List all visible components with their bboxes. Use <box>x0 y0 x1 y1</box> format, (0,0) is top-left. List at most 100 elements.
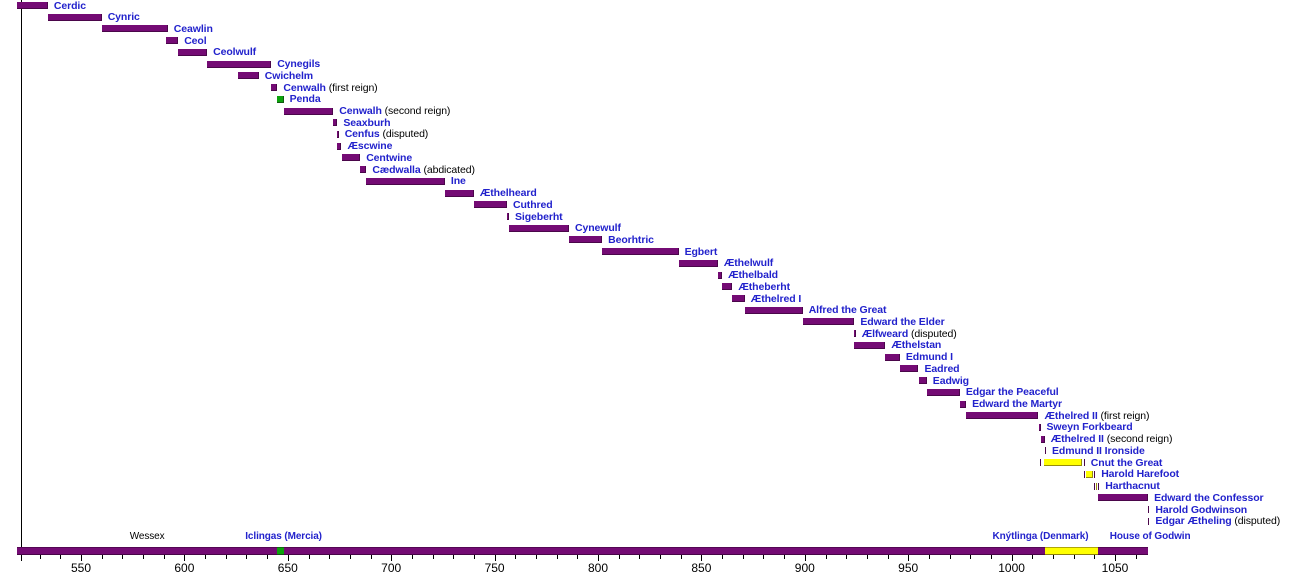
king-label: Æscwine <box>348 140 393 152</box>
king-label: Penda <box>290 93 321 105</box>
king-name[interactable]: Ælfweard <box>861 327 909 340</box>
king-label: Centwine <box>366 152 412 164</box>
king-name[interactable]: Edmund II Ironside <box>1052 444 1145 457</box>
king-name[interactable]: Cnut the Great <box>1090 456 1163 469</box>
king-note: (first reign) <box>328 81 378 94</box>
king-name[interactable]: Cynegils <box>277 58 321 71</box>
king-label: Ine <box>451 175 466 187</box>
x-axis-major-tick <box>494 555 496 561</box>
king-name[interactable]: Cenfus <box>344 128 380 141</box>
x-axis-tick-label: 1050 <box>1101 561 1129 575</box>
king-name[interactable]: Harthacnut <box>1105 480 1160 492</box>
king-label: Cenwalh (first reign) <box>283 82 377 94</box>
king-label: Cerdic <box>54 0 86 12</box>
x-axis-tick-label: 550 <box>70 561 92 575</box>
king-name[interactable]: Ceawlin <box>173 22 213 35</box>
king-name[interactable]: Æthelred II <box>1050 433 1104 446</box>
king-name[interactable]: Ætheberht <box>738 280 790 293</box>
reign-bar-segment <box>802 318 855 326</box>
king-name[interactable]: Æthelred I <box>750 292 802 305</box>
reign-bar-segment <box>1098 482 1100 490</box>
king-name[interactable]: Alfred the Great <box>808 304 887 317</box>
king-name[interactable]: Harold Harefoot <box>1101 468 1180 481</box>
king-name[interactable]: Cædwalla <box>372 163 421 176</box>
king-name[interactable]: Sweyn Forkbeard <box>1046 421 1133 434</box>
king-name[interactable]: Sigeberht <box>515 210 563 223</box>
king-name[interactable]: Cerdic <box>53 0 86 12</box>
king-name[interactable]: Seaxburh <box>343 116 391 129</box>
king-label: Æthelstan <box>891 339 941 351</box>
reign-bar-segment <box>337 130 339 138</box>
reign-bar-segment <box>1044 459 1083 467</box>
king-name[interactable]: Cenwalh <box>339 105 382 117</box>
king-name[interactable]: Ceol <box>184 34 207 47</box>
king-name[interactable]: Eadwig <box>932 374 969 387</box>
king-label: Edgar Ætheling (disputed) <box>1155 515 1280 527</box>
reign-bar-segment <box>1038 423 1041 431</box>
x-axis-minor-tick <box>349 555 351 559</box>
king-note: (second reign) <box>1106 433 1173 446</box>
reign-bar-segment <box>444 189 474 197</box>
reign-bar-segment <box>1095 482 1098 490</box>
king-note: (first reign) <box>1100 409 1150 422</box>
king-name[interactable]: Edgar the Peaceful <box>965 386 1059 399</box>
x-axis-minor-tick <box>990 555 992 559</box>
king-label: Sigeberht <box>515 211 563 223</box>
reign-bar-segment <box>47 13 102 21</box>
king-name[interactable]: Cynewulf <box>575 222 621 235</box>
king-label: Æthelbald <box>728 269 778 281</box>
king-name[interactable]: Edward the Martyr <box>972 398 1062 410</box>
x-axis-minor-tick <box>887 555 889 559</box>
x-axis-minor-tick <box>784 555 786 559</box>
dynasty-label[interactable]: Knýtlinga (Denmark) <box>992 531 1089 542</box>
king-name[interactable]: Edward the Confessor <box>1154 491 1264 504</box>
king-name[interactable]: Edgar Ætheling <box>1155 515 1232 528</box>
x-axis-minor-tick <box>432 555 434 559</box>
king-label: Cwichelm <box>265 70 313 82</box>
king-name[interactable]: Æscwine <box>347 140 393 153</box>
dynasty-label[interactable]: Iclingas (Mercia) <box>245 531 322 542</box>
king-name[interactable]: Beorhtric <box>608 233 654 246</box>
king-name[interactable]: Centwine <box>366 151 413 164</box>
x-axis-minor-tick <box>928 555 930 559</box>
x-axis-minor-tick <box>825 555 827 559</box>
reign-bar-segment <box>101 25 168 33</box>
x-axis-tick-label: 750 <box>484 561 505 575</box>
reign-bar-segment <box>744 306 803 314</box>
reign-bar-segment <box>1083 459 1085 467</box>
reign-bar-segment <box>277 95 284 103</box>
king-name[interactable]: Eadred <box>924 362 960 375</box>
king-name[interactable]: Cynric <box>107 11 140 24</box>
reign-bar-segment <box>1039 459 1041 467</box>
king-name[interactable]: Cuthred <box>513 198 553 211</box>
king-name[interactable]: Cenwalh <box>283 81 326 94</box>
reign-bar-segment <box>1098 494 1148 502</box>
king-name[interactable]: Ceolwulf <box>213 46 257 59</box>
king-name[interactable]: Ine <box>450 175 466 188</box>
dynasty-label[interactable]: House of Godwin <box>1109 531 1191 542</box>
king-label: Edward the Martyr <box>972 398 1062 410</box>
king-label: Eadred <box>925 363 960 375</box>
x-axis-minor-tick <box>205 555 207 559</box>
king-label: Ætheberht <box>738 281 790 293</box>
king-name[interactable]: Æthelred II <box>1044 409 1098 422</box>
x-axis-minor-tick <box>1032 555 1034 559</box>
x-axis-tick-label: 900 <box>794 561 815 575</box>
king-name[interactable]: Æthelwulf <box>723 257 774 270</box>
x-axis-minor-tick <box>742 555 744 559</box>
king-name[interactable]: Penda <box>289 93 321 106</box>
x-axis-minor-tick <box>308 555 310 559</box>
king-label: Æthelheard <box>480 187 537 199</box>
king-name[interactable]: Edward the Elder <box>860 315 945 328</box>
king-name[interactable]: Harold Godwinson <box>1155 503 1248 516</box>
king-name[interactable]: Æthelbald <box>728 269 778 282</box>
king-name[interactable]: Egbert <box>684 245 718 258</box>
reign-bar-segment <box>722 283 733 291</box>
king-name[interactable]: Cwichelm <box>264 69 314 82</box>
king-name[interactable]: Æthelheard <box>479 187 537 199</box>
king-name[interactable]: Æthelstan <box>891 339 942 352</box>
king-name[interactable]: Edmund I <box>905 351 953 364</box>
king-label: Ælfweard (disputed) <box>862 328 957 340</box>
reign-bar-segment <box>165 37 179 45</box>
